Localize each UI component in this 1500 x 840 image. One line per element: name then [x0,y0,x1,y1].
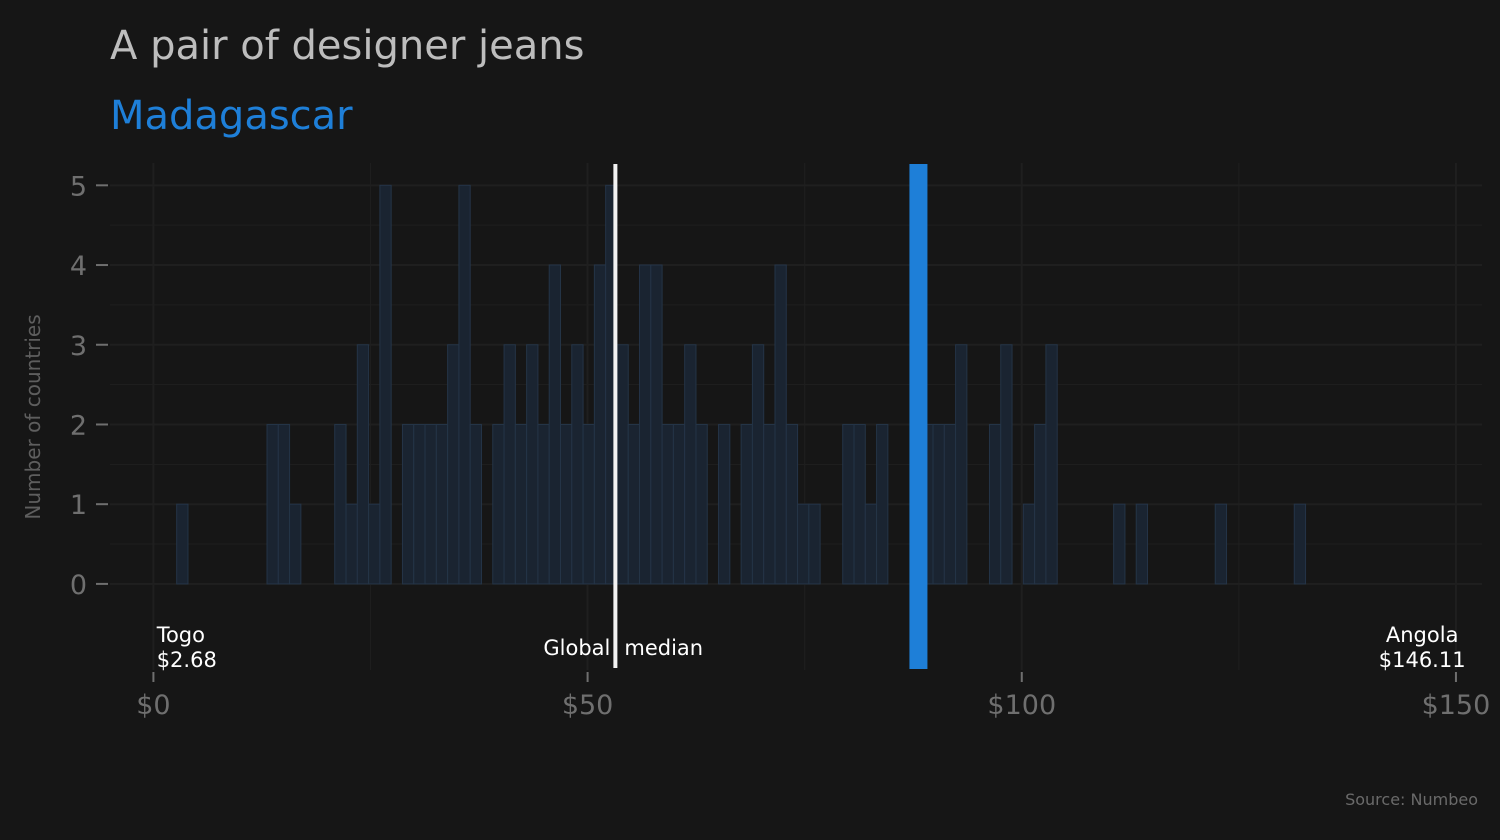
histogram-bars [176,184,1307,585]
histogram-bar [345,503,358,585]
histogram-bar [514,423,528,585]
histogram-bar [1022,503,1036,585]
histogram-bar [492,423,505,585]
histogram-bar [740,423,753,585]
x-tick-label: $150 [1422,690,1491,721]
histogram-bar [627,423,641,585]
histogram-bar [593,264,607,585]
source-note: Source: Numbeo [1345,790,1478,809]
histogram-bar [808,503,821,585]
histogram-bar [1113,503,1126,585]
histogram-bar [672,423,686,585]
histogram-bar [277,423,291,585]
x-tick-label: $100 [987,690,1056,721]
histogram-bar [751,344,765,585]
histogram-bar [639,264,652,585]
histogram-bar [435,423,449,585]
histogram-bar [582,423,595,585]
histogram-bar [684,344,697,585]
reference-markers: Global median Togo$2.68 Angola$146.11 [156,164,1466,672]
axes: 0 1 2 3 4 5 $0 $50 $100 $150 [70,171,1490,721]
y-tick-label: 5 [70,171,87,202]
global-median-label-part2: median [624,636,703,660]
histogram-bar [176,503,189,585]
histogram-bar [774,264,787,585]
histogram-bar [526,344,539,585]
histogram-bar [932,423,945,585]
histogram-bar [853,423,866,585]
histogram-bar [424,423,437,585]
histogram-bar [379,184,392,585]
histogram-bar [785,423,799,585]
histogram-bar [661,423,674,585]
min-country-name: Togo [156,623,205,647]
histogram-bar [334,423,347,585]
histogram-bar [458,184,471,585]
histogram-bar [537,423,550,585]
histogram-bar [571,344,584,585]
histogram-bar [616,344,629,585]
histogram-bar [718,423,731,585]
y-axis-title: Number of countries [21,314,45,519]
histogram-bar [560,423,573,585]
x-tick-label: $0 [136,690,170,721]
histogram-bar [1045,344,1058,585]
histogram-bar [695,423,708,585]
x-tick-label: $50 [562,690,614,721]
histogram-bar [876,423,889,585]
y-tick-label: 1 [70,490,87,521]
histogram-bar [988,423,1002,585]
histogram-bar [1000,344,1013,585]
max-country-value: $146.11 [1379,648,1466,672]
histogram-bar [864,503,878,585]
histogram-bar [1135,503,1149,585]
histogram-bar [1293,503,1307,585]
chart-subtitle-highlight-country: Madagascar [110,93,353,139]
histogram-bar [401,423,415,585]
histogram-bar [955,344,968,585]
histogram-bar [356,344,370,585]
highlight-country-marker [909,164,928,669]
histogram-bar [266,423,279,585]
y-tick-label: 3 [70,331,87,362]
y-tick-label: 4 [70,251,87,282]
y-tick-label: 0 [70,570,87,601]
y-tick-label: 2 [70,410,87,441]
min-country-value: $2.68 [157,648,217,672]
chart-title: A pair of designer jeans [110,23,584,69]
histogram-bar [413,423,426,585]
histogram-bar [842,423,855,585]
global-median-label-part1: Global [543,636,610,660]
histogram-bar [289,503,302,585]
histogram-bar [548,264,562,585]
histogram-bar [469,423,482,585]
max-country-name: Angola [1386,623,1459,647]
histogram-bar [943,423,957,585]
histogram-bar [503,344,516,585]
histogram-bar [797,503,810,585]
histogram-bar [447,344,460,585]
histogram-bar [763,423,776,585]
histogram-bar [1214,503,1228,585]
histogram-bar [1034,423,1047,585]
histogram-bar [368,503,381,585]
histogram-bar [650,264,663,585]
